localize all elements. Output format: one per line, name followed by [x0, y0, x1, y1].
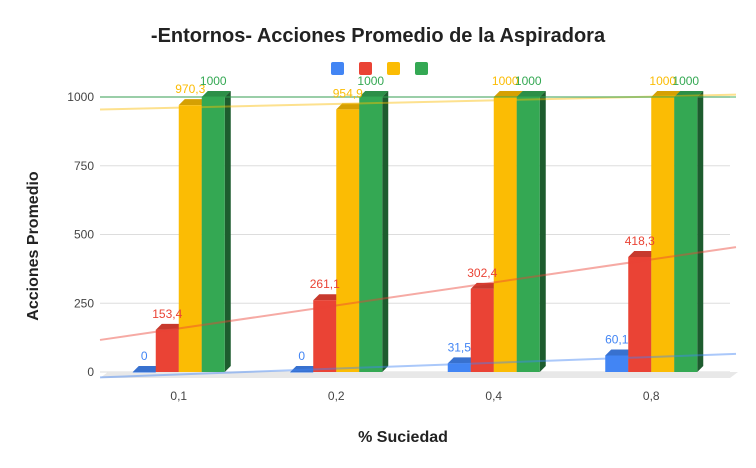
chart-title: -Entornos- Acciones Promedio de la Aspir… — [151, 25, 606, 47]
bar-top — [493, 91, 523, 97]
bar-front — [493, 97, 517, 372]
bar-front — [470, 288, 494, 372]
x-axis-ticks: 0,1 0,2 0,4 0,8 — [170, 389, 660, 403]
x-tick-label: 0,2 — [328, 389, 345, 403]
x-axis-title: % Suciedad — [358, 429, 448, 446]
bar-top — [470, 282, 500, 289]
trendlines — [99, 93, 737, 379]
bar-front — [674, 97, 698, 372]
bar-top — [201, 91, 231, 97]
bar-side — [697, 91, 704, 372]
bar-front — [359, 97, 383, 372]
bar-top — [313, 294, 343, 301]
legend — [331, 62, 428, 75]
bar-top — [605, 349, 635, 356]
bar — [516, 91, 546, 372]
bar-top — [516, 91, 546, 97]
data-label: 954,9 — [333, 86, 363, 100]
data-label: 302,4 — [467, 266, 497, 280]
bar-front — [178, 105, 202, 372]
legend-swatch — [415, 62, 428, 75]
bar-top — [628, 250, 658, 257]
y-tick-label: 500 — [74, 228, 94, 242]
x-tick-label: 0,8 — [643, 389, 660, 403]
bar-top — [447, 357, 477, 364]
bar-front — [516, 97, 540, 372]
bar-top — [674, 91, 704, 97]
bar-front — [651, 97, 675, 372]
bar — [201, 91, 231, 372]
legend-swatch — [359, 62, 372, 75]
bar-front — [605, 355, 629, 372]
bar-front — [201, 97, 225, 372]
data-label: 0 — [298, 349, 305, 363]
y-tick-label: 0 — [87, 365, 94, 379]
y-tick-label: 750 — [74, 159, 94, 173]
bar-front — [447, 363, 471, 372]
bar-front — [313, 300, 337, 372]
bar-top — [651, 91, 681, 97]
floor-plane — [100, 372, 738, 378]
bar-top — [132, 366, 162, 372]
bar — [359, 91, 389, 372]
y-axis-title: Acciones Promedio — [25, 171, 42, 321]
data-label: 60,1 — [605, 332, 629, 346]
trendline — [99, 352, 737, 379]
bar-side — [224, 91, 231, 372]
bar — [290, 366, 320, 373]
data-label: 153,4 — [152, 307, 182, 321]
data-label: 261,1 — [310, 277, 340, 291]
bar-top — [178, 99, 208, 106]
trendline — [99, 246, 737, 341]
data-label: 418,3 — [625, 234, 655, 248]
y-tick-label: 1000 — [67, 90, 94, 104]
data-label: 1000 — [649, 74, 676, 88]
legend-swatch — [331, 62, 344, 75]
trendline — [99, 93, 737, 111]
bar — [674, 91, 704, 372]
data-label: 970,3 — [175, 82, 205, 96]
data-label: 1000 — [492, 74, 519, 88]
bar-front — [290, 372, 314, 373]
data-labels: 0153,4970,310000261,1954,9100031,5302,41… — [141, 74, 700, 363]
bars — [132, 91, 704, 373]
bar — [132, 366, 162, 373]
data-label: 1000 — [672, 74, 699, 88]
data-label: 1000 — [357, 74, 384, 88]
bar-front — [628, 256, 652, 372]
bar-top — [336, 103, 366, 110]
data-label: 1000 — [515, 74, 542, 88]
bar-top — [359, 91, 389, 97]
chart-floor — [100, 372, 738, 378]
bar-front — [336, 109, 360, 372]
legend-swatch — [387, 62, 400, 75]
y-tick-label: 250 — [74, 296, 94, 310]
bar-side — [382, 91, 389, 372]
bar-front — [132, 372, 156, 373]
bar-top — [290, 366, 320, 372]
x-tick-label: 0,1 — [170, 389, 187, 403]
data-label: 0 — [141, 349, 148, 363]
bar-top — [155, 323, 185, 330]
y-axis-ticks: 0 250 500 750 1000 — [67, 90, 94, 379]
data-label: 1000 — [200, 74, 227, 88]
data-label: 31,5 — [448, 340, 472, 354]
bar-side — [539, 91, 546, 372]
x-tick-label: 0,4 — [485, 389, 502, 403]
bar-front — [155, 329, 179, 372]
